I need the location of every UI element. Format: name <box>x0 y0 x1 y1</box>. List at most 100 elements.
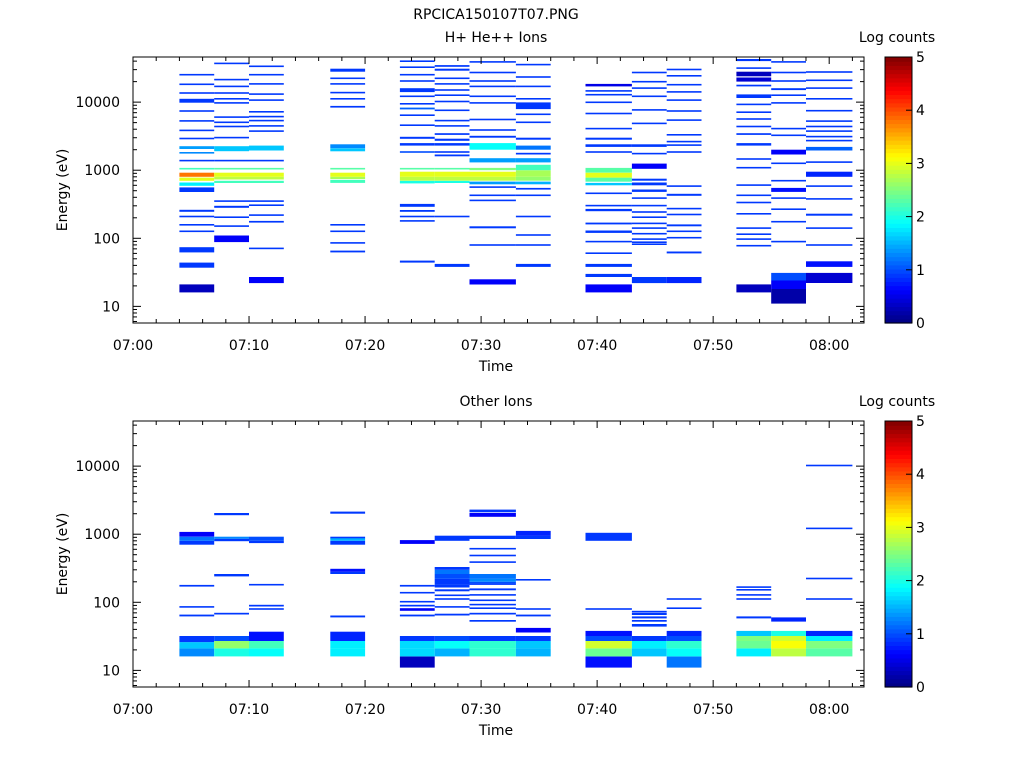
spectrogram-cell <box>771 208 806 210</box>
spectrogram-cell <box>249 180 284 183</box>
spectrogram-cell <box>330 167 366 170</box>
spectrogram-cell <box>736 586 772 588</box>
spectrogram-cell <box>330 68 366 72</box>
spectrogram-cell <box>179 187 215 192</box>
spectrogram-cell <box>249 115 284 118</box>
colorbar-segment <box>885 425 912 430</box>
colorbar-segment <box>885 674 912 680</box>
spectrogram-cell <box>249 125 284 127</box>
spectrogram-cell <box>585 263 632 267</box>
spectrogram-cell <box>249 159 284 162</box>
spectrogram-cell <box>179 584 215 587</box>
spectrogram-cell <box>631 71 667 74</box>
colorbar-segment <box>885 144 912 150</box>
spectrogram-cell <box>806 213 853 216</box>
spectrogram-cell <box>249 648 284 657</box>
spectrogram-cell <box>771 289 806 304</box>
colorbar-segment <box>885 244 912 249</box>
colorbar-segment <box>885 566 912 572</box>
spectrogram-cell <box>806 185 853 187</box>
spectrogram-cell <box>399 215 435 218</box>
spectrogram-cell <box>631 610 667 613</box>
spectrogram-cell <box>434 648 470 657</box>
spectrogram-cell <box>469 181 516 185</box>
spectrogram-cell <box>736 284 772 293</box>
spectrogram-cell <box>249 631 284 641</box>
x-tick-label: 07:00 <box>113 338 153 354</box>
colorbar-segment <box>885 649 912 655</box>
spectrogram-cell <box>771 88 806 91</box>
spectrogram-cell <box>399 600 435 603</box>
spectrogram-cell <box>249 111 284 113</box>
spectrogram-cell <box>631 616 667 619</box>
spectrogram-cell <box>806 109 853 112</box>
spectrogram-cell <box>214 159 249 162</box>
panel-2-axes: 07:00 07:10 07:20 07:30 07:40 07:50 08:00 10 100… <box>75 421 864 718</box>
colorbar-segment <box>885 616 912 622</box>
colorbar-segment <box>885 135 912 141</box>
spectrogram-cell <box>515 627 551 633</box>
spectrogram-cell <box>214 648 249 657</box>
panel-1-colorbar: 0 1 2 3 4 5 <box>884 50 925 332</box>
colorbar-segment <box>885 645 912 651</box>
spectrogram-cell <box>631 211 667 213</box>
spectrogram-cell <box>399 176 435 181</box>
spectrogram-cell <box>515 641 551 649</box>
spectrogram-cell <box>666 598 702 600</box>
spectrogram-cell <box>666 140 702 143</box>
colorbar-segment <box>885 281 912 287</box>
colorbar-segment <box>885 165 912 170</box>
colorbar-segment <box>885 429 912 435</box>
spectrogram-cell <box>179 177 215 181</box>
spectrogram-cell <box>631 80 667 83</box>
x-tick-label: 07:50 <box>693 702 733 718</box>
spectrogram-cell <box>806 139 853 142</box>
spectrogram-cell <box>434 176 470 181</box>
spectrogram-cell <box>434 589 470 592</box>
spectrogram-cell <box>179 159 215 162</box>
colorbar-segment <box>885 302 912 307</box>
spectrogram-cell <box>585 90 632 92</box>
colorbar-tick-label: 3 <box>916 156 925 172</box>
spectrogram-cell <box>179 284 215 293</box>
colorbar-segment <box>885 181 912 187</box>
colorbar-segment <box>885 541 912 547</box>
spectrogram-cell <box>771 630 806 636</box>
spectrogram-cell <box>585 230 632 233</box>
spectrogram-cell <box>469 71 516 74</box>
spectrogram-cell <box>434 567 470 570</box>
spectrogram-cell <box>515 145 551 150</box>
spectrogram-cell <box>179 137 215 140</box>
spectrogram-cell <box>585 273 632 277</box>
spectrogram-cell <box>249 204 284 206</box>
spectrogram-cell <box>214 102 249 104</box>
spectrogram-cell <box>666 110 702 112</box>
spectrogram-cell <box>469 61 516 63</box>
y-tick-label: 100 <box>93 595 120 611</box>
spectrogram-cell <box>469 588 516 591</box>
spectrogram-cell <box>434 119 470 122</box>
spectrogram-cell <box>469 574 516 579</box>
figure-title: RPCICA150107T07.PNG <box>413 7 578 23</box>
spectrogram-cell <box>469 648 516 657</box>
spectrogram-cell <box>179 648 215 657</box>
spectrogram-cell <box>515 194 551 197</box>
spectrogram-cell <box>179 540 215 545</box>
spectrogram-cell <box>736 184 772 186</box>
spectrogram-cell <box>771 648 806 657</box>
colorbar-segment <box>885 620 912 626</box>
spectrogram-cell <box>631 122 667 125</box>
spectrogram-cell <box>469 561 516 563</box>
spectrogram-cell <box>469 143 516 150</box>
spectrogram-cell <box>469 583 516 585</box>
colorbar-segment <box>885 86 912 91</box>
colorbar-segment <box>885 487 912 493</box>
spectrogram-cell <box>214 98 249 100</box>
spectrogram-cell <box>806 146 853 151</box>
colorbar-tick-label: 2 <box>916 574 925 590</box>
spectrogram-cell <box>399 210 435 212</box>
spectrogram-cell <box>585 204 632 207</box>
spectrogram-cell <box>806 636 853 641</box>
spectrogram-cell <box>666 151 702 153</box>
colorbar-segment <box>885 678 912 684</box>
